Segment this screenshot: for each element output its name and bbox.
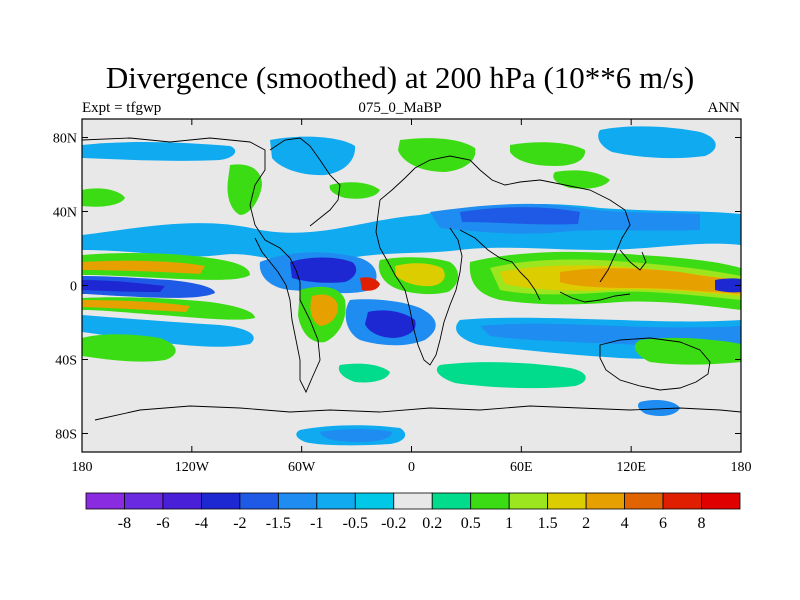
colorbar-label: -0.5 (343, 515, 368, 532)
colorbar-label: 4 (621, 515, 629, 532)
colorbar-swatch (162, 492, 202, 510)
colorbar-label: -6 (156, 515, 169, 532)
colorbar-swatch (431, 492, 472, 510)
colorbar-swatch (701, 492, 741, 510)
colorbar-swatch (201, 492, 241, 510)
colorbar-swatch (354, 492, 395, 510)
colorbar-swatch (662, 492, 702, 510)
colorbar-swatch (393, 492, 433, 510)
case-label: 075_0_MaBP (358, 100, 442, 116)
period-label: ANN (707, 100, 741, 116)
lon-tick-label: 120E (616, 460, 646, 475)
lon-tick-label: 60W (288, 460, 316, 475)
lon-tick-label: 0 (408, 460, 415, 475)
colorbar-swatch (470, 492, 510, 510)
colorbar-label: 1.5 (538, 515, 558, 532)
colorbar-swatch (124, 492, 164, 510)
colorbar-label: 1 (505, 515, 513, 532)
colorbar-swatch (624, 492, 664, 510)
colorbar-swatch (239, 492, 279, 510)
colorbar-label: 0.2 (422, 515, 442, 532)
lon-tick-label: 120W (175, 460, 210, 475)
colorbar-swatch (85, 492, 125, 510)
lon-tick-label: 60E (510, 460, 533, 475)
divergence-field (82, 126, 741, 446)
colorbar-label: -1 (310, 515, 323, 532)
experiment-label: Expt = tfgwp (82, 100, 162, 116)
colorbar-swatch (508, 492, 549, 510)
colorbar-swatch (547, 492, 587, 510)
colorbar-swatch (585, 492, 625, 510)
colorbar-label: -0.2 (381, 515, 406, 532)
lon-tick-label: 180 (731, 460, 752, 475)
colorbar-label: -4 (195, 515, 208, 532)
colorbar: -8 -6 -4 -2 -1.5 -1 -0.5 -0.2 0.2 0.5 1 1.5 2 4 6 8 (85, 492, 741, 532)
lat-tick-label: 40S (55, 354, 77, 369)
latitude-axis: 80N 40N 0 40S 80S (53, 132, 741, 443)
colorbar-swatch (316, 492, 356, 510)
lon-tick-label: 180 (72, 460, 93, 475)
colorbar-label: 8 (698, 515, 706, 532)
colorbar-label: 0.5 (461, 515, 481, 532)
lat-tick-label: 0 (70, 280, 77, 295)
lat-tick-label: 80N (53, 132, 77, 147)
colorbar-swatch (277, 492, 318, 510)
colorbar-label: -2 (233, 515, 246, 532)
colorbar-label: 6 (659, 515, 667, 532)
coastlines (82, 137, 741, 421)
plot-title: Divergence (smoothed) at 200 hPa (10**6 … (105, 60, 695, 95)
colorbar-label: -8 (118, 515, 131, 532)
colorbar-label: 2 (582, 515, 590, 532)
lat-tick-label: 80S (55, 428, 77, 443)
longitude-axis: 180 120W 60W 0 60E 120E 180 (72, 119, 752, 475)
colorbar-label: -1.5 (266, 515, 291, 532)
lat-tick-label: 40N (53, 206, 77, 221)
